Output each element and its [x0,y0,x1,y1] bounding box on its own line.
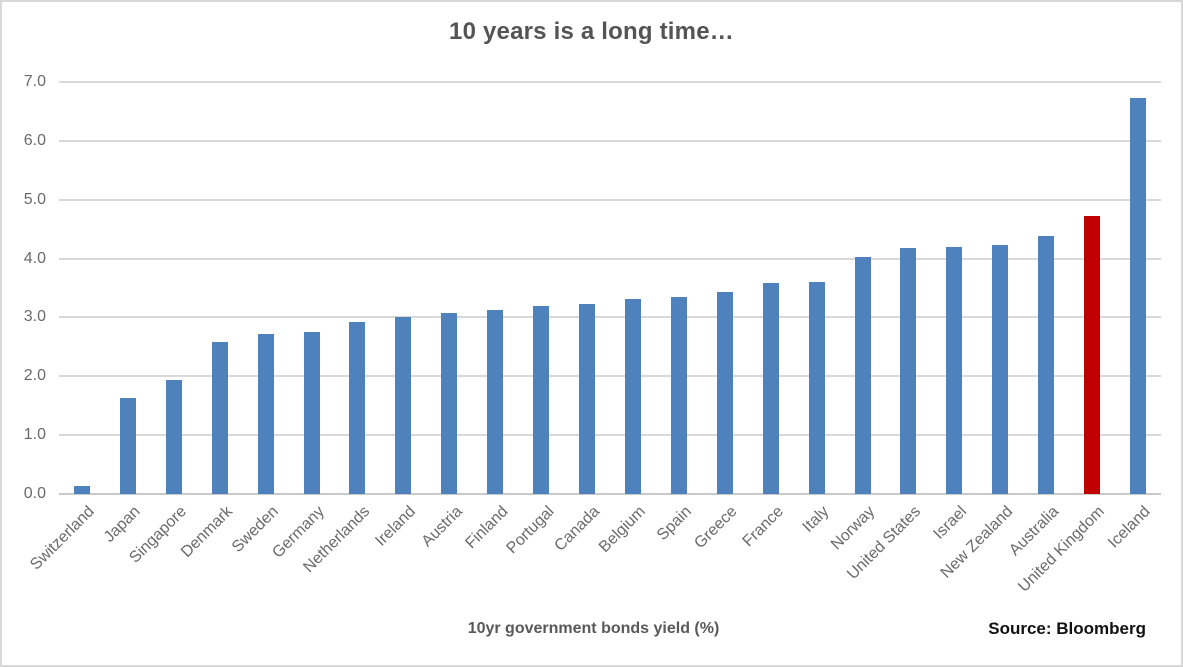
x-tick-label-ireland: Ireland [372,503,420,550]
gridline [59,257,1161,260]
bar-australia [1038,236,1055,494]
bar-italy [808,282,825,494]
bar-denmark [211,341,228,494]
chart-title: 10 years is a long time… [449,18,734,45]
x-tick-label-italy: Italy [799,503,833,536]
gridline [59,198,1161,201]
y-tick-label: 6.0 [23,131,46,149]
x-tick-label-japan: Japan [101,503,144,546]
bar-belgium [624,298,641,494]
bar-united-kingdom [1084,215,1101,494]
y-tick-label: 7.0 [23,73,46,90]
x-tick-label-portugal: Portugal [502,503,558,558]
bar-united-states [900,247,917,494]
x-tick-label-iceland: Iceland [1105,503,1155,552]
bar-netherlands [349,321,366,494]
bar-iceland [1130,97,1147,494]
x-tick-label-united-kingdom: United Kingdom [1015,503,1109,596]
gridline [59,316,1161,319]
gridline [59,434,1161,437]
x-tick-label-belgium: Belgium [596,503,649,556]
bar-switzerland [73,486,90,494]
x-tick-label-canada: Canada [551,503,604,555]
y-tick-label: 1.0 [23,426,46,444]
x-tick-label-israel: Israel [930,503,971,543]
y-tick-label: 4.0 [23,249,46,267]
x-tick-label-france: France [739,503,787,551]
bar-spain [670,296,687,494]
y-tick-label: 0.0 [23,485,46,502]
bar-israel [946,246,963,494]
x-axis-title: 10yr government bonds yield (%) [467,620,720,637]
y-tick-label: 2.0 [23,367,46,385]
x-axis-line [59,493,1161,495]
bar-ireland [395,316,412,494]
x-tick-label-switzerland: Switzerland [27,503,98,574]
bar-canada [579,303,596,494]
bar-japan [119,398,136,494]
gridline [59,81,1161,83]
y-tick-label: 3.0 [23,308,46,326]
bar-new-zealand [992,245,1009,494]
source-note: Source: Bloomberg [988,619,1146,638]
bar-portugal [533,306,550,494]
bar-singapore [165,380,182,494]
y-tick-label: 5.0 [23,190,46,208]
bar-norway [854,257,871,494]
bar-france [762,283,779,494]
bar-germany [303,331,320,494]
bar-finland [487,309,504,494]
bar-sweden [257,334,274,494]
bar-austria [441,312,458,494]
gridline [59,375,1161,378]
x-tick-label-spain: Spain [653,503,695,544]
x-tick-label-austria: Austria [418,503,466,551]
x-tick-label-greece: Greece [691,503,741,553]
bar-greece [716,291,733,494]
gridline [59,139,1161,142]
